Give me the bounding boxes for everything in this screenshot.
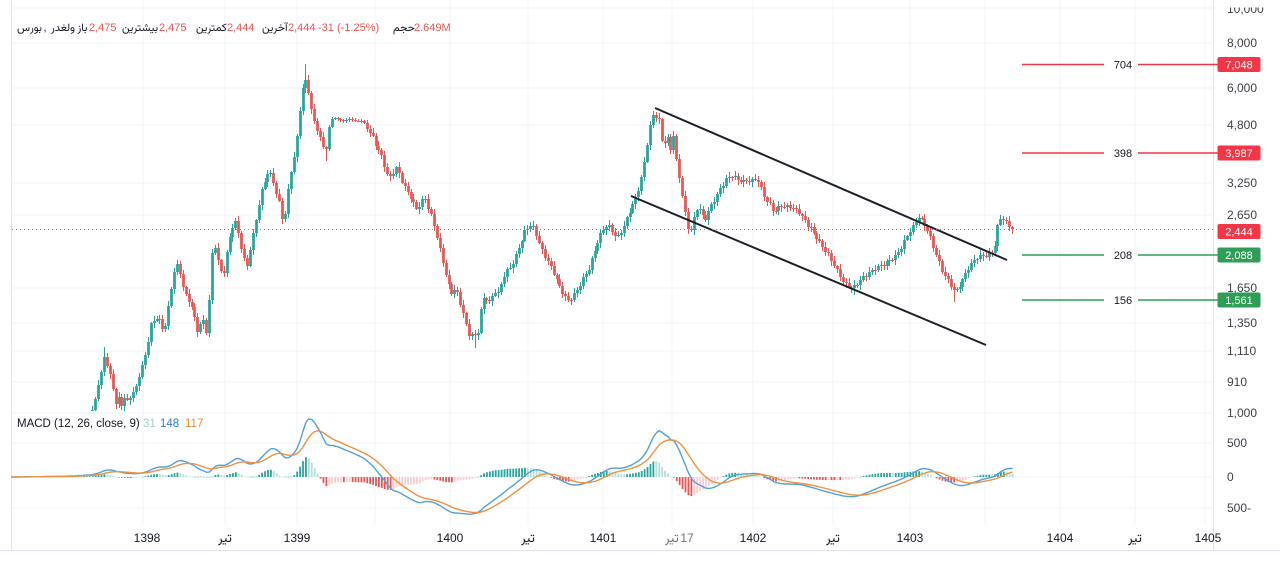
svg-text:,: , xyxy=(44,22,47,34)
svg-text:2,444: 2,444 xyxy=(1225,227,1253,239)
svg-text:2,475: 2,475 xyxy=(159,22,187,34)
svg-text:2,444: 2,444 xyxy=(288,22,316,34)
svg-text:1,110: 1,110 xyxy=(1227,344,1256,358)
svg-text:6,000: 6,000 xyxy=(1227,81,1257,95)
svg-text:1402: 1402 xyxy=(740,531,767,545)
svg-text:1,561: 1,561 xyxy=(1225,295,1253,307)
svg-text:2,444: 2,444 xyxy=(227,22,255,34)
svg-text:1,000: 1,000 xyxy=(1227,406,1257,420)
svg-text:704: 704 xyxy=(1114,60,1132,72)
svg-text:17: 17 xyxy=(680,531,694,545)
svg-text:8,000: 8,000 xyxy=(1227,36,1257,50)
svg-text:208: 208 xyxy=(1114,250,1132,262)
svg-text:2,650: 2,650 xyxy=(1227,208,1257,222)
svg-text:2,088: 2,088 xyxy=(1225,250,1253,262)
svg-text:500-: 500- xyxy=(1227,501,1251,515)
svg-text:3,987: 3,987 xyxy=(1225,148,1253,160)
svg-text:1399: 1399 xyxy=(284,531,311,545)
svg-text:2,475: 2,475 xyxy=(89,22,117,34)
svg-text:1400: 1400 xyxy=(437,531,464,545)
svg-text:1404: 1404 xyxy=(1047,531,1074,545)
svg-text:156: 156 xyxy=(1114,295,1132,307)
svg-text:500: 500 xyxy=(1227,436,1247,450)
svg-text:10,000: 10,000 xyxy=(1227,2,1264,16)
svg-text:1401: 1401 xyxy=(590,531,617,545)
svg-text:31: 31 xyxy=(143,418,156,430)
svg-text:7,048: 7,048 xyxy=(1225,60,1253,72)
svg-text:4,800: 4,800 xyxy=(1227,118,1257,132)
svg-text:MACD (12, 26, close, 9): MACD (12, 26, close, 9) xyxy=(17,418,140,430)
svg-text:1405: 1405 xyxy=(1195,531,1222,545)
svg-text:3,250: 3,250 xyxy=(1227,176,1257,190)
svg-text:398: 398 xyxy=(1114,148,1132,160)
svg-text:1,650: 1,650 xyxy=(1227,281,1257,295)
svg-text:1,350: 1,350 xyxy=(1227,316,1257,330)
svg-text:1398: 1398 xyxy=(134,531,161,545)
svg-text:0: 0 xyxy=(1227,470,1234,484)
svg-text:-31 (-1.25%): -31 (-1.25%) xyxy=(318,22,379,34)
svg-text:2.649M: 2.649M xyxy=(414,22,451,34)
svg-text:148: 148 xyxy=(160,418,179,430)
svg-text:1403: 1403 xyxy=(897,531,924,545)
svg-text:117: 117 xyxy=(185,418,203,430)
svg-text:910: 910 xyxy=(1227,375,1247,389)
